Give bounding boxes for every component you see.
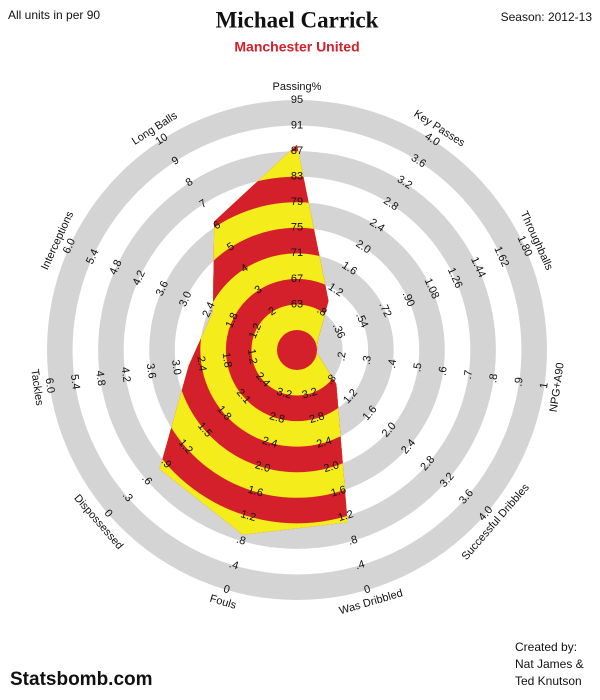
tick-label: 75 xyxy=(291,222,303,234)
tick-label: 2.8 xyxy=(268,410,286,426)
tick-label: .36 xyxy=(330,322,347,341)
tick-label: 1.2 xyxy=(247,322,264,341)
season: Season: 2012-13 xyxy=(501,10,593,24)
tick-label: 3.6 xyxy=(144,363,158,380)
tick-label: .3 xyxy=(361,355,374,366)
tick-label: 1.8 xyxy=(220,352,234,369)
tick-label: .9 xyxy=(512,377,525,388)
tick-label: .2 xyxy=(335,351,348,362)
tick-label: 7 xyxy=(197,197,209,210)
chart-title: Michael Carrick xyxy=(216,7,379,32)
tick-label: 1 xyxy=(538,382,551,390)
tick-label: .4 xyxy=(354,558,366,572)
tick-label: 83 xyxy=(291,171,303,183)
tick-label: 1.2 xyxy=(239,508,257,524)
tick-label: 10 xyxy=(153,131,170,148)
tick-label: 79 xyxy=(291,196,303,208)
tick-label: .8 xyxy=(235,534,247,548)
axis-name: Passing% xyxy=(273,81,322,93)
tick-label: 8 xyxy=(184,176,196,189)
tick-label: .6 xyxy=(437,366,450,377)
tick-label: 6.0 xyxy=(43,377,57,394)
tick-label: 4 xyxy=(239,262,251,275)
tick-label: 91 xyxy=(291,119,303,131)
tick-label: 0 xyxy=(363,583,372,596)
tick-label: 1.8 xyxy=(224,311,241,330)
tick-label: 9 xyxy=(170,154,182,167)
tick-label: 2.0 xyxy=(322,459,340,475)
tick-label: 6.0 xyxy=(61,237,78,256)
tick-label: .8 xyxy=(347,534,359,548)
tick-label: 3.2 xyxy=(301,386,319,402)
tick-label: 1.6 xyxy=(246,484,264,500)
tick-label: 3.0 xyxy=(169,359,183,376)
tick-label: .7 xyxy=(462,369,475,380)
tick-label: 3.6 xyxy=(154,279,171,298)
tick-label: .4 xyxy=(386,358,399,369)
tick-label: 4.8 xyxy=(93,370,107,387)
tick-label: .90 xyxy=(400,290,417,309)
credit: Created by: xyxy=(515,640,577,654)
tick-label: .5 xyxy=(411,362,424,373)
tick-label: 3.2 xyxy=(275,386,293,402)
axis-name: Tackles xyxy=(28,368,45,407)
tick-label: 1.2 xyxy=(245,348,259,365)
axis-name: NPG+A90 xyxy=(548,362,567,413)
credit: Nat James & xyxy=(515,657,584,671)
tick-label: 5.4 xyxy=(68,374,82,391)
chart-subtitle: Manchester United xyxy=(234,39,359,55)
tick-label: .8 xyxy=(487,373,500,384)
axis-name: Fouls xyxy=(208,593,238,612)
tick-label: 4.2 xyxy=(118,366,132,383)
tick-label: 5.4 xyxy=(84,247,101,266)
tick-label: 2.4 xyxy=(194,355,208,372)
tick-label: 95 xyxy=(291,94,303,106)
tick-label: 2.4 xyxy=(261,435,279,451)
tick-label: 2.0 xyxy=(254,459,272,475)
tick-label: 1.6 xyxy=(330,484,348,500)
tick-label: 0 xyxy=(222,583,231,596)
tick-label: 5 xyxy=(225,240,237,253)
tick-label: .54 xyxy=(353,311,370,330)
tick-label: 4.8 xyxy=(107,258,124,277)
credit: Ted Knutson xyxy=(515,674,582,688)
tick-label: 63 xyxy=(291,298,303,310)
tick-label: 3 xyxy=(253,283,265,296)
tick-label: 2 xyxy=(266,305,278,318)
tick-label: 2.4 xyxy=(200,300,217,319)
tick-label: .72 xyxy=(376,300,393,319)
tick-label: 4.2 xyxy=(131,269,148,288)
tick-label: 2.4 xyxy=(315,435,333,451)
tick-label: 2.8 xyxy=(308,410,326,426)
tick-label: 71 xyxy=(291,247,303,259)
tick-label: 3.0 xyxy=(177,290,194,309)
tick-label: 1.2 xyxy=(337,508,355,524)
tick-label: 67 xyxy=(291,273,303,285)
units-note: All units in per 90 xyxy=(8,8,100,22)
tick-label: .4 xyxy=(228,558,240,572)
tick-label: 6 xyxy=(211,219,223,232)
stripe xyxy=(277,330,317,370)
tick-label: 87 xyxy=(291,145,303,157)
site: Statsbomb.com xyxy=(10,669,153,690)
